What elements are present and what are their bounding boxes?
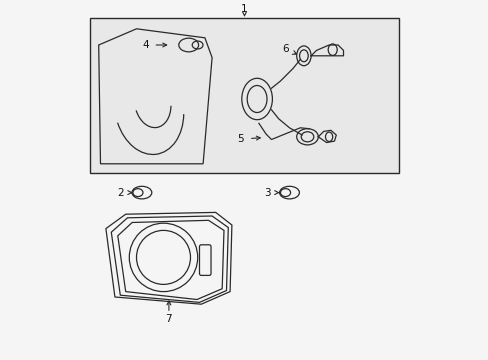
Text: 5: 5 bbox=[237, 134, 244, 144]
FancyBboxPatch shape bbox=[89, 18, 399, 173]
Text: 2: 2 bbox=[117, 188, 123, 198]
Text: 7: 7 bbox=[165, 314, 172, 324]
Text: 3: 3 bbox=[264, 188, 271, 198]
Text: 6: 6 bbox=[282, 44, 288, 54]
Text: 4: 4 bbox=[142, 40, 148, 50]
Text: 1: 1 bbox=[241, 4, 247, 14]
